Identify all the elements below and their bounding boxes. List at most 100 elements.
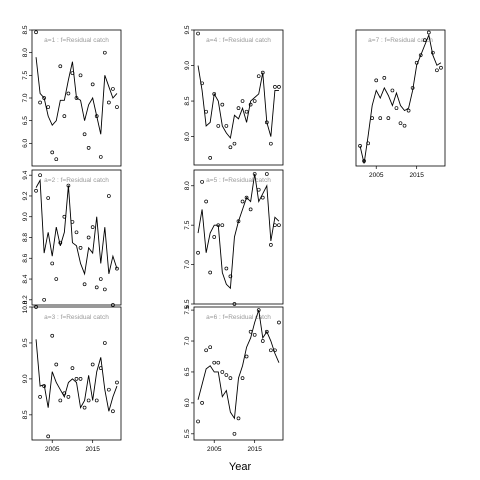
observed-point-2009	[66, 91, 71, 96]
y-tick-label-8: 8.0	[184, 181, 191, 190]
observed-point-2007	[58, 398, 63, 403]
observed-point-2009	[66, 395, 71, 399]
observed-point-2016	[94, 398, 99, 403]
observed-point-2007	[58, 64, 63, 69]
observed-point-2011	[74, 377, 79, 381]
fitted-line	[197, 309, 280, 420]
observed-point-2005	[50, 150, 55, 155]
observed-point-2016	[418, 53, 423, 58]
observed-point-2012	[402, 123, 407, 128]
observed-point-2011	[236, 106, 241, 111]
x-tick-label-2015: 2015	[247, 446, 262, 453]
observed-point-2016	[256, 308, 261, 312]
chart-panel-a3: a=3 : f=Residual catch 8.5 9.0 9.5 10.0 2005 2…	[22, 300, 122, 453]
observed-point-2014	[86, 146, 91, 150]
observed-point-2001	[196, 250, 200, 255]
fitted-line	[197, 65, 279, 140]
y-tick-label-8: 8.0	[184, 132, 191, 141]
plot-frame	[193, 306, 284, 441]
observed-point-2004	[208, 270, 213, 275]
observed-point-2019	[431, 50, 435, 55]
observed-point-2002	[200, 179, 204, 184]
observed-point-2008	[224, 124, 229, 128]
observed-point-2004	[208, 345, 213, 350]
x-tick-label-2015: 2015	[85, 446, 100, 453]
observed-point-2011	[236, 219, 241, 224]
observed-point-2001	[358, 144, 362, 148]
observed-point-2020	[273, 223, 277, 228]
observed-point-2021	[277, 223, 281, 228]
observed-point-2015	[90, 82, 95, 87]
panel-title: a=1 : f=Residual catch	[44, 37, 109, 44]
observed-point-2008	[62, 214, 67, 219]
observed-point-2003	[42, 384, 46, 388]
panel-title: a=4 : f=Residual catch	[206, 37, 271, 44]
observed-point-2017	[260, 70, 265, 75]
observed-point-2010	[70, 71, 75, 75]
fitted-line	[197, 173, 280, 290]
observed-point-2015	[90, 225, 95, 229]
observed-point-2020	[435, 68, 439, 73]
observed-point-2014	[248, 329, 253, 334]
observed-point-2005	[50, 261, 55, 266]
observed-point-2009	[228, 376, 233, 380]
observed-point-2019	[269, 348, 273, 353]
observed-point-2002	[200, 81, 204, 86]
observed-point-2019	[107, 387, 111, 392]
y-tick-label-7: 7.0	[184, 336, 191, 345]
y-tick-label-8-5: 8.5	[184, 96, 191, 105]
y-tick-label-6-5: 6.5	[22, 116, 29, 125]
observed-point-2018	[102, 287, 107, 292]
chart-panel-a2: a=2 : f=Residual catch 8.2 8.4 8.6 8.8 9.0 9.2…	[22, 169, 122, 307]
y-tick-label-5-5: 5.5	[184, 429, 191, 438]
observed-point-2001	[34, 305, 38, 309]
x-tick-label-2005: 2005	[207, 446, 222, 453]
observed-point-2013	[244, 354, 249, 359]
observed-point-2017	[98, 155, 103, 159]
plot-frame	[31, 169, 122, 306]
observed-point-2012	[78, 377, 83, 381]
observed-point-2006	[216, 360, 221, 365]
panel-title: a=2 : f=Residual catch	[44, 177, 109, 184]
observed-point-2006	[216, 124, 221, 128]
observed-point-2014	[86, 398, 91, 403]
plot-frame	[355, 29, 446, 167]
observed-point-2002	[38, 100, 42, 105]
y-tick-label-6-5: 6.5	[184, 367, 191, 376]
observed-point-2018	[264, 329, 269, 334]
observed-point-2010	[394, 106, 399, 110]
observed-point-2013	[82, 282, 87, 287]
observed-point-2010	[70, 220, 75, 224]
observed-point-2012	[240, 99, 245, 103]
observed-point-2006	[216, 223, 221, 228]
chart-panel-a6: a=6 : f=Residual catch 5.5 6.0 6.5 7.0 7.5 200…	[184, 305, 284, 453]
observed-point-2017	[422, 38, 427, 42]
observed-point-2019	[269, 141, 273, 146]
y-tick-label-7: 7.0	[184, 260, 191, 269]
observed-point-2013	[244, 195, 249, 200]
observed-point-2001	[34, 188, 38, 193]
observed-point-2012	[78, 246, 83, 250]
observed-point-2015	[90, 362, 95, 367]
observed-point-2019	[107, 194, 111, 198]
observed-point-2009	[228, 145, 233, 150]
y-tick-label-9-5: 9.5	[184, 25, 191, 34]
observed-point-2007	[220, 102, 225, 107]
observed-point-2007	[220, 370, 225, 374]
observed-point-2005	[212, 92, 217, 96]
observed-point-2013	[82, 132, 87, 137]
chart-panel-a7: a=7 : f=Residual catch 2005 2015	[355, 29, 446, 179]
y-tick-label-9-4: 9.4	[22, 170, 29, 179]
observed-point-2002	[362, 159, 366, 163]
observed-point-2017	[260, 339, 265, 343]
observed-point-2008	[224, 266, 229, 271]
observed-point-2018	[264, 172, 269, 176]
observed-point-2004	[46, 434, 51, 439]
observed-point-2004	[46, 196, 51, 200]
observed-point-2013	[82, 405, 87, 410]
chart-panel-a5: a=5 : f=Residual catch 6.5 7.0 7.5 8.0	[184, 169, 284, 309]
observed-point-2019	[107, 100, 111, 105]
observed-point-2010	[232, 141, 237, 146]
observed-point-2020	[273, 348, 277, 353]
